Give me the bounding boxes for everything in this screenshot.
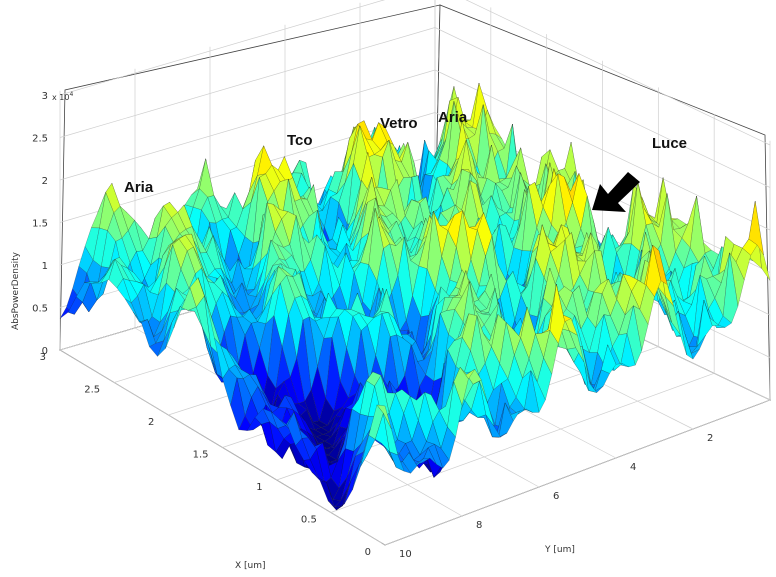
power-density-surface: [59, 83, 771, 511]
y-tick-label: 10: [399, 549, 412, 560]
grid-line: [59, 69, 436, 181]
z-tick-label: 3: [42, 91, 48, 102]
x-axis-ticks: 0 0.5 1 1.5 2 2.5 3: [40, 352, 371, 558]
x-tick-label: 1.5: [193, 450, 209, 461]
x-tick-label: 1: [256, 482, 262, 493]
x-tick-label: 0.5: [301, 515, 317, 526]
z-tick-label: 0: [42, 346, 48, 357]
annotation-aria-right: Aria: [438, 109, 468, 126]
x-tick-label: 0: [365, 547, 371, 558]
z-axis-label: AbsPowerDensity: [11, 251, 21, 330]
y-tick-label: 4: [630, 462, 636, 473]
y-axis-ticks: 1086420: [399, 433, 713, 560]
grid-line: [384, 399, 771, 546]
z-tick-label: 1.5: [32, 219, 48, 230]
grid-line: [59, 0, 386, 96]
z-axis-ticks: 0 0.5 1 1.5 2 2.5 3: [32, 91, 48, 357]
z-tick-label: 2.5: [32, 134, 48, 145]
grid-line: [59, 27, 436, 138]
annotation-vetro: Vetro: [380, 115, 418, 132]
y-tick-label: 6: [553, 491, 559, 502]
annotation-aria-left: Aria: [124, 179, 154, 196]
y-axis-label: Y [um]: [544, 545, 575, 555]
x-axis-label: X [um]: [235, 561, 266, 571]
x-tick-label: 2: [148, 417, 154, 428]
x-tick-label: 3: [40, 352, 46, 363]
annotation-luce: Luce: [652, 135, 687, 152]
z-multiplier: x 104: [52, 91, 73, 102]
z-tick-label: 2: [42, 176, 48, 187]
z-tick-label: 1: [42, 261, 48, 272]
y-tick-label: 2: [707, 433, 713, 444]
light-direction-arrow-icon: [592, 172, 640, 212]
annotation-tco: Tco: [287, 132, 313, 149]
grid-line: [330, 373, 715, 513]
x-tick-label: 2.5: [84, 385, 100, 396]
z-tick-label: 0.5: [32, 304, 48, 315]
surface-patch: [376, 404, 392, 430]
y-tick-label: 8: [476, 520, 482, 531]
grid-line: [59, 112, 436, 223]
